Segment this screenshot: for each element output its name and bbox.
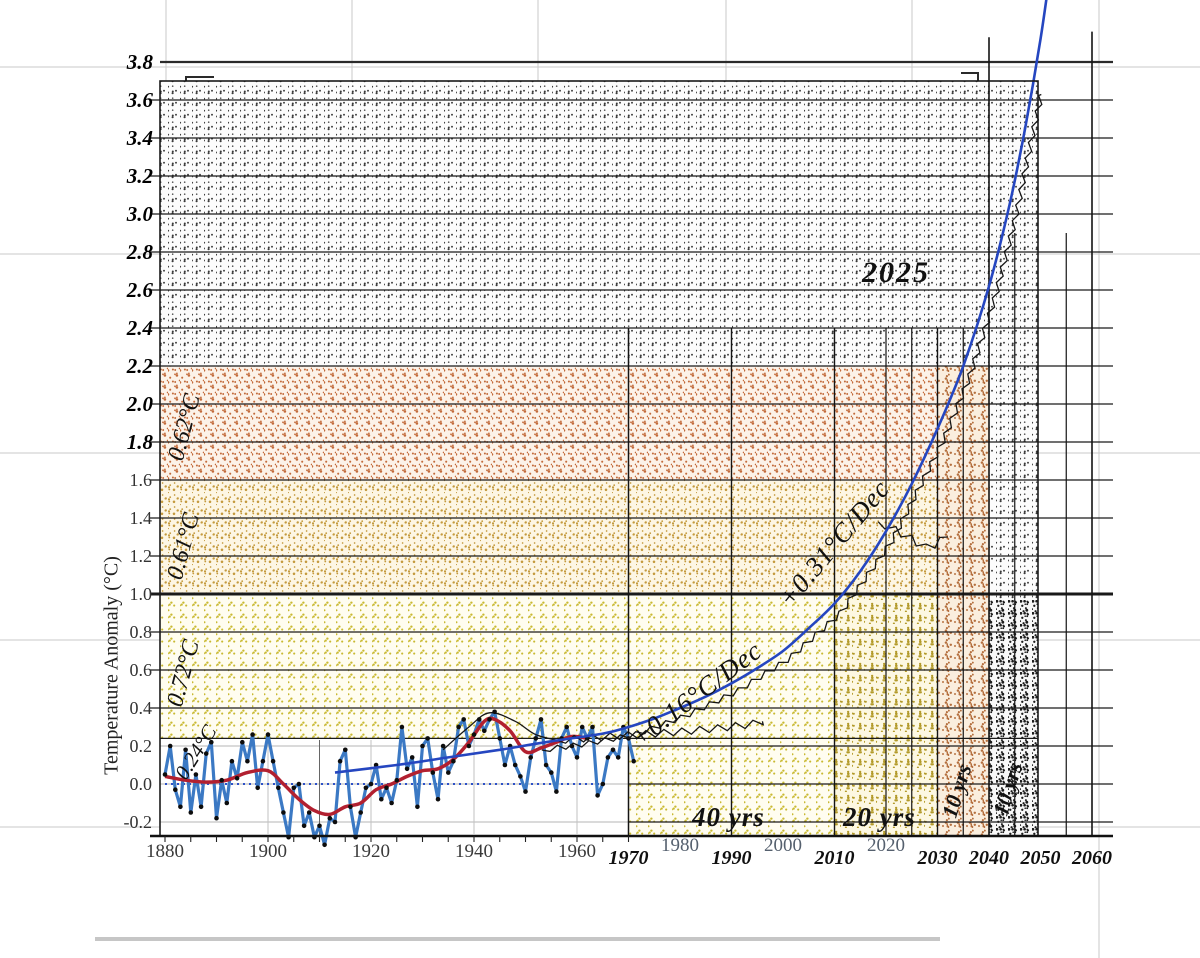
tick-label: 1900	[249, 841, 287, 862]
region-10yrs-gray-top	[989, 81, 1038, 600]
tick-label: 1.8	[127, 430, 154, 454]
tick-label: 1980	[661, 835, 699, 856]
tick-label: 2000	[764, 835, 802, 856]
tick-label: 1.0	[130, 584, 153, 604]
horizontal-gridlines	[150, 60, 1113, 823]
tick-label: 1920	[352, 841, 390, 862]
tick-label: 2.6	[126, 278, 154, 302]
crop-mark-right	[961, 72, 979, 81]
annual-dots	[162, 709, 636, 848]
tick-label: 0.2	[130, 736, 153, 756]
tick-label: 1940	[455, 841, 493, 862]
tick-label: 3.8	[126, 50, 154, 74]
tick-label: 2.4	[126, 316, 153, 340]
tick-label: 2030	[917, 847, 958, 869]
region-10yrs-dense	[989, 600, 1038, 836]
extrapolation	[334, 0, 1048, 774]
tick-label: 3.2	[126, 164, 154, 188]
region-orange-band	[160, 366, 938, 480]
tick-label: 3.0	[126, 202, 154, 226]
tick-label: 2.0	[126, 392, 154, 416]
band-regions	[160, 81, 1038, 836]
bump-1940s	[442, 712, 562, 751]
axis-labels: -0.2 0.0 0.2 0.4 0.6 0.8 1.0 1.2 1.4 1.6 1.8 2.0 2.2…	[124, 50, 1113, 869]
tick-label: 3.4	[126, 126, 153, 150]
tick-label: 1880	[146, 841, 184, 862]
tick-label: 2010	[814, 847, 855, 869]
sawtooth-branch	[877, 521, 948, 549]
tick-label: 2.8	[126, 240, 154, 264]
tick-label: 1970	[609, 847, 649, 869]
tick-label: 1.6	[130, 470, 153, 490]
tick-label: 1960	[558, 841, 596, 862]
tick-label: 2040	[968, 847, 1009, 869]
tick-label: 1.2	[130, 546, 153, 566]
tick-label: 1.4	[130, 508, 153, 528]
region-tan-band	[160, 480, 938, 594]
tick-label: 0.0	[130, 774, 153, 794]
region-gray	[160, 81, 1038, 366]
tick-label: -0.2	[124, 812, 153, 832]
region-yellow-band	[160, 594, 938, 739]
chart-frame	[150, 80, 1113, 842]
step-line-along-curve	[541, 93, 1043, 753]
tick-label: 2.2	[126, 354, 154, 378]
tick-label: 1990	[712, 847, 752, 869]
tick-label: 0.6	[130, 660, 153, 680]
tick-label: 2020	[867, 835, 905, 856]
exponential-extrapolation-curve	[334, 0, 1048, 774]
tick-label: 0.4	[130, 698, 153, 718]
bottom-rule	[95, 937, 940, 941]
tick-label: 2060	[1071, 847, 1112, 869]
annual-temperature-line	[163, 710, 636, 847]
tick-label: 0.8	[130, 622, 153, 642]
tick-label: 3.6	[126, 88, 154, 112]
tick-label: 2050	[1020, 847, 1061, 869]
vertical-gridlines	[627, 31, 1093, 836]
